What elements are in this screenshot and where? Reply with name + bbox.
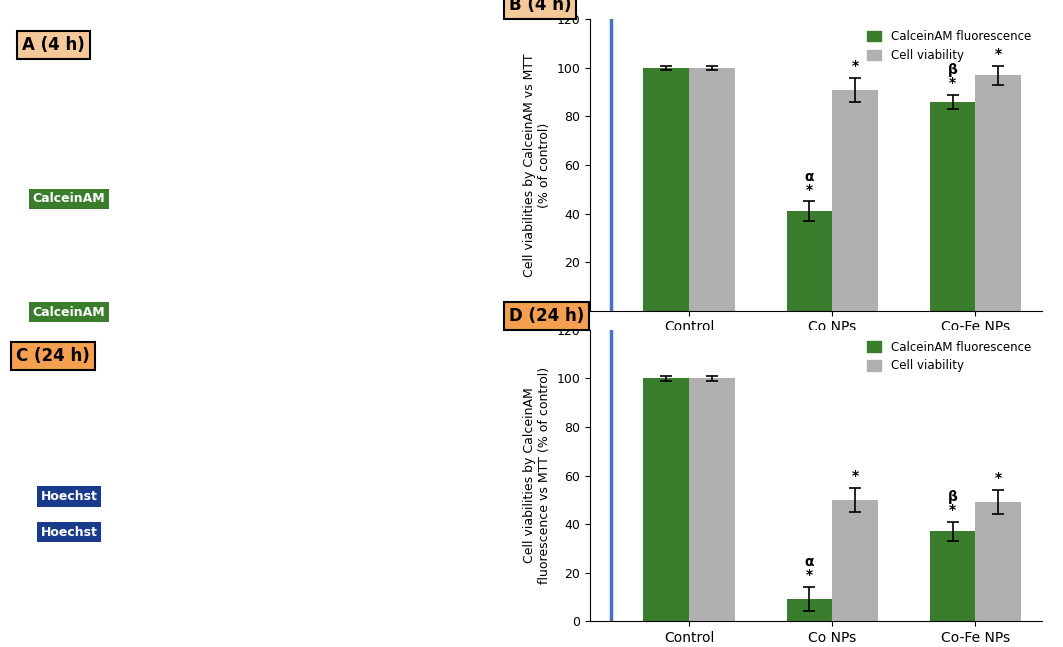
Bar: [787, 211, 832, 311]
Bar: [930, 102, 976, 311]
Text: Hoechst: Hoechst: [40, 525, 98, 539]
Text: α
*: α *: [805, 555, 814, 582]
Bar: [689, 378, 735, 621]
Y-axis label: Cell viabilities by CalceinAM vs MTT
(% of control): Cell viabilities by CalceinAM vs MTT (% …: [523, 53, 551, 277]
Text: CalceinAM: CalceinAM: [33, 305, 105, 319]
Bar: [976, 75, 1022, 311]
Text: *: *: [995, 471, 1001, 485]
Bar: [689, 68, 735, 311]
Text: Hoechst: Hoechst: [40, 490, 98, 503]
Bar: [930, 531, 976, 621]
Legend: CalceinAM fluorescence, Cell viability: CalceinAM fluorescence, Cell viability: [862, 25, 1035, 67]
Text: A (4 h): A (4 h): [21, 36, 85, 54]
Text: D (24 h): D (24 h): [509, 307, 584, 325]
Bar: [643, 68, 689, 311]
Text: *: *: [851, 59, 859, 72]
Bar: [976, 502, 1022, 621]
Text: *: *: [851, 469, 859, 483]
Bar: [787, 599, 832, 621]
Text: C (24 h): C (24 h): [16, 347, 90, 365]
Text: CalceinAM: CalceinAM: [33, 192, 105, 206]
Bar: [832, 500, 878, 621]
Legend: CalceinAM fluorescence, Cell viability: CalceinAM fluorescence, Cell viability: [862, 336, 1035, 377]
Text: *: *: [995, 47, 1001, 61]
Text: β
*: β *: [947, 490, 958, 517]
Text: B (4 h): B (4 h): [509, 0, 571, 14]
Text: β
*: β *: [947, 63, 958, 90]
Bar: [832, 90, 878, 311]
Bar: [643, 378, 689, 621]
Y-axis label: Cell viabilities by CalceinAM
fluorescence vs MTT (% of control): Cell viabilities by CalceinAM fluorescen…: [523, 367, 551, 584]
Text: α
*: α *: [805, 170, 814, 197]
